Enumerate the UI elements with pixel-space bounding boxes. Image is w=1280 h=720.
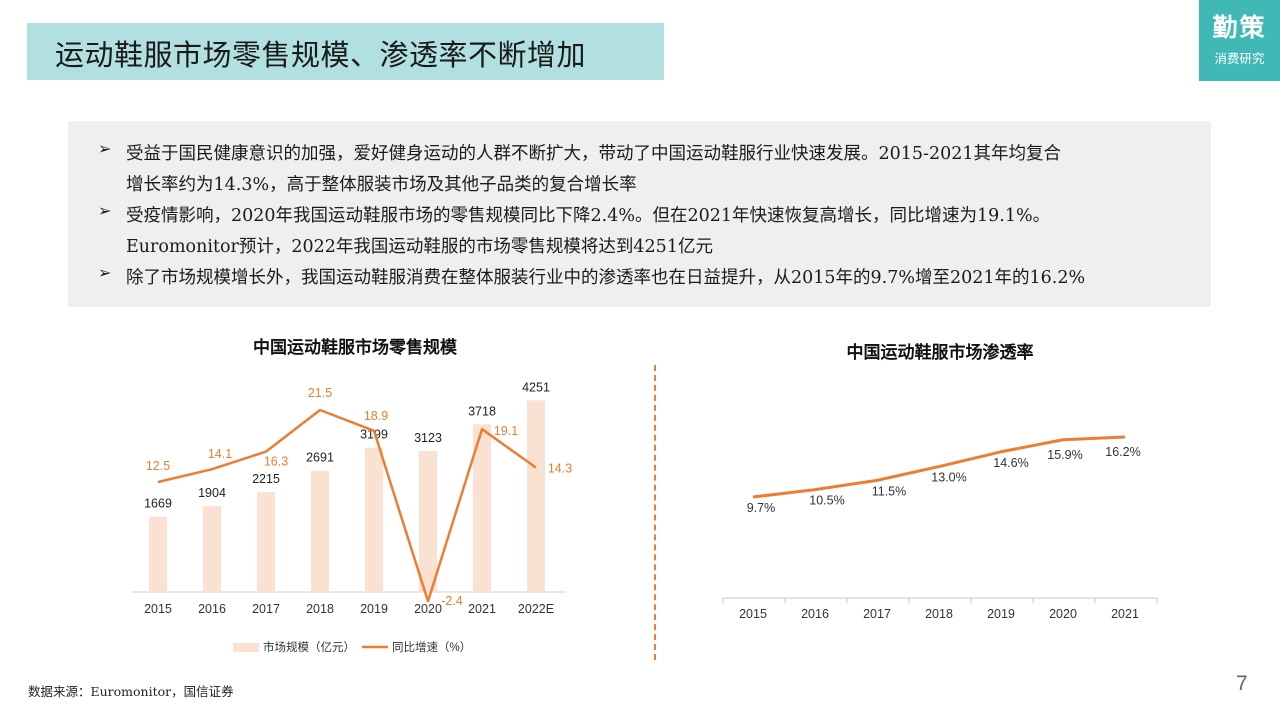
x-tick-label: 2021	[468, 602, 496, 616]
title-banner: 运动鞋服市场零售规模、渗透率不断增加	[27, 23, 664, 80]
penetration-value-label: 16.2%	[1105, 445, 1140, 459]
bar-value-label: 4251	[522, 380, 550, 394]
logo-sub-text: 消费研究	[1214, 51, 1265, 66]
x-tick-label: 2020	[414, 602, 442, 616]
bar-2021	[473, 424, 491, 592]
bar-value-label: 2691	[306, 451, 334, 465]
bar-value-label: 2215	[252, 472, 280, 486]
legend-line-label: 同比增速（%）	[392, 640, 471, 654]
bar-2022E	[527, 400, 545, 592]
x-tick-label: 2015	[739, 607, 767, 621]
growth-value-label: 18.9	[364, 409, 388, 423]
x-tick-label: 2016	[198, 602, 226, 616]
summary-box: ➢ 受益于国民健康意识的加强，爱好健身运动的人群不断扩大，带动了中国运动鞋服行业…	[68, 121, 1211, 307]
x-tick-label: 2020	[1049, 607, 1077, 621]
chart-divider	[654, 365, 656, 660]
x-tick-label: 2016	[801, 607, 829, 621]
growth-value-label: 14.3	[548, 462, 572, 476]
bar-2018	[311, 470, 329, 592]
bar-2017	[257, 492, 275, 592]
growth-value-label: 16.3	[264, 455, 288, 469]
growth-value-label: 12.5	[146, 459, 170, 473]
x-tick-label: 2015	[144, 602, 172, 616]
bullet-3-line-1: 除了市场规模增长外，我国运动鞋服消费在整体服装行业中的渗透率也在日益提升，从20…	[126, 268, 1086, 288]
penetration-value-label: 11.5%	[872, 484, 907, 498]
growth-value-label: 14.1	[208, 447, 232, 461]
penetration-chart: 9.7% 10.5% 11.5% 13.0% 14.6% 15.9% 16.2% 2015 20…	[722, 435, 1158, 621]
arrow-bullet-icon: ➢	[98, 201, 112, 220]
retail-chart-title: 中国运动鞋服市场零售规模	[253, 338, 457, 358]
x-tick-label: 2021	[1111, 607, 1139, 621]
page-title: 运动鞋服市场零售规模、渗透率不断增加	[55, 38, 587, 72]
growth-value-label: 21.5	[308, 386, 332, 400]
penetration-value-label: 9.7%	[747, 501, 776, 515]
bar-value-label: 3718	[468, 404, 496, 418]
bullet-1-line-1: 受益于国民健康意识的加强，爱好健身运动的人群不断扩大，带动了中国运动鞋服行业快速…	[126, 144, 1061, 164]
bullet-2-line-2: Euromonitor预计，2022年我国运动鞋服的市场零售规模将达到4251亿…	[126, 237, 713, 257]
data-source: 数据来源：Euromonitor，国信证券	[28, 684, 234, 699]
x-tick-label: 2018	[925, 607, 953, 621]
legend-bar-label: 市场规模（亿元）	[263, 640, 355, 654]
penetration-value-label: 10.5%	[809, 494, 844, 508]
arrow-bullet-icon: ➢	[98, 263, 112, 282]
bar-2016	[203, 506, 221, 592]
x-tick-label: 2019	[987, 607, 1015, 621]
growth-value-label: 19.1	[494, 424, 518, 438]
brand-logo: 勤策 消费研究	[1199, 0, 1280, 81]
penetration-value-label: 13.0%	[931, 471, 966, 485]
growth-rate-line	[157, 408, 537, 603]
bar-value-label: 3123	[414, 431, 442, 445]
penetration-chart-title: 中国运动鞋服市场渗透率	[846, 343, 1034, 363]
penetration-value-label: 14.6%	[993, 456, 1028, 470]
x-tick-label: 2017	[863, 607, 891, 621]
bar-value-label: 1669	[144, 497, 172, 511]
bullet-1-line-2: 增长率约为14.3%，高于整体服装市场及其他子品类的复合增长率	[126, 175, 637, 195]
logo-main-text: 勤策	[1212, 13, 1267, 42]
x-tick-label: 2022E	[518, 602, 554, 616]
x-tick-label: 2017	[252, 602, 280, 616]
penetration-value-label: 15.9%	[1047, 448, 1082, 462]
bar-2020	[419, 451, 437, 592]
bar-2015	[149, 516, 167, 592]
bar-2019	[365, 447, 383, 592]
page-number: 7	[1236, 672, 1248, 695]
bar-value-label: 1904	[198, 486, 226, 500]
growth-value-label: -2.4	[441, 594, 463, 608]
x-tick-label: 2019	[360, 602, 388, 616]
x-tick-label: 2018	[306, 602, 334, 616]
penetration-line	[752, 435, 1126, 499]
bullet-2-line-1: 受疫情影响，2020年我国运动鞋服市场的零售规模同比下降2.4%。但在2021年…	[126, 206, 1051, 226]
legend-bar-swatch	[233, 643, 259, 652]
arrow-bullet-icon: ➢	[98, 139, 112, 158]
